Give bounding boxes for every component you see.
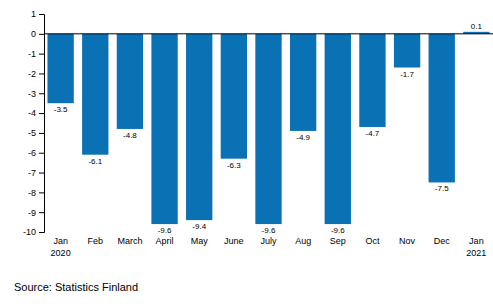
y-tick-label: 0 — [31, 29, 36, 39]
y-tick-label: -8 — [28, 188, 36, 198]
chart: -10-9-8-7-6-5-4-3-2-101Jan2020FebMarchAp… — [0, 0, 493, 304]
x-tick-label: Nov — [399, 236, 416, 246]
x-tick: Oct — [365, 232, 380, 246]
x-tick-label: Aug — [295, 236, 311, 246]
y-tick: -1 — [28, 49, 44, 59]
y-tick-label: -4 — [28, 108, 36, 118]
x-tick: Dec — [434, 232, 451, 246]
data-label: -6.1 — [88, 157, 102, 166]
bars — [47, 32, 489, 224]
data-label: -9.6 — [262, 226, 276, 235]
x-tick-label: Jan2021 — [466, 236, 486, 258]
data-labels: -3.5 -6.1 -4.8 -9.6 -9.4 -6.3 -9.6 -4.9 -9.6 -4.7… — [54, 22, 483, 235]
bar — [151, 34, 177, 224]
bar — [117, 34, 143, 129]
y-tick-mark — [39, 153, 44, 154]
y-tick: -9 — [28, 208, 44, 218]
y-tick: -5 — [28, 128, 44, 138]
data-label: -1.7 — [400, 70, 414, 79]
x-tick: Jan2020 — [51, 232, 71, 258]
y-tick-mark — [39, 192, 44, 193]
y-axis: -10-9-8-7-6-5-4-3-2-101 — [23, 9, 45, 237]
data-label: 0.1 — [471, 22, 483, 31]
y-tick: -2 — [28, 69, 44, 79]
x-tick-label: March — [117, 236, 142, 246]
y-axis-line — [39, 15, 45, 233]
zero-line — [44, 33, 493, 34]
y-tick-label: -3 — [28, 89, 36, 99]
x-tick: March — [117, 232, 142, 246]
bar — [394, 34, 420, 68]
y-tick-label: -9 — [28, 208, 36, 218]
bar — [221, 34, 247, 159]
y-tick-mark — [39, 232, 44, 233]
y-tick-label: -7 — [28, 168, 36, 178]
x-tick-label: Dec — [434, 236, 451, 246]
y-tick-label: -1 — [28, 49, 36, 59]
y-tick-label: -5 — [28, 128, 36, 138]
bar — [325, 34, 351, 224]
y-tick: -10 — [23, 227, 44, 237]
x-tick: Nov — [399, 232, 416, 246]
x-tick-label: May — [191, 236, 209, 246]
x-tick-label: June — [224, 236, 244, 246]
x-axis: Jan2020 Feb March April May June July Aug Sep Oct… — [51, 232, 487, 258]
y-tick: -7 — [28, 168, 44, 178]
bar — [255, 34, 281, 224]
bar — [290, 34, 316, 131]
data-label: -4.7 — [366, 129, 380, 138]
x-tick-label: April — [156, 236, 174, 246]
x-tick-label: Sep — [330, 236, 346, 246]
x-tick-label: Feb — [88, 236, 104, 246]
x-tick: May — [191, 232, 209, 246]
x-tick: Jan2021 — [466, 232, 486, 258]
x-tick: Aug — [295, 232, 311, 246]
bar — [82, 34, 108, 155]
x-tick: Feb — [88, 232, 104, 246]
y-tick-label: -10 — [23, 227, 36, 237]
data-label: -4.9 — [296, 133, 310, 142]
bar — [429, 34, 455, 183]
x-tick-label: Jan2020 — [51, 236, 71, 258]
data-label: -9.6 — [331, 226, 345, 235]
data-label: -9.6 — [158, 226, 172, 235]
y-tick-label: 1 — [31, 9, 36, 19]
data-label: -4.8 — [123, 131, 137, 140]
y-tick-mark — [39, 73, 44, 74]
y-tick-mark — [39, 14, 44, 15]
data-label: -7.5 — [435, 184, 449, 193]
y-tick-mark — [39, 93, 44, 94]
data-label: -3.5 — [54, 105, 68, 114]
y-tick-mark — [39, 133, 44, 134]
source: Source: Statistics Finland — [14, 281, 138, 293]
y-tick: -8 — [28, 188, 44, 198]
bar — [186, 34, 212, 220]
bar — [359, 34, 385, 127]
x-tick-label: July — [260, 236, 277, 246]
y-tick-mark — [39, 34, 44, 35]
y-tick-mark — [39, 212, 44, 213]
x-tick-label: Oct — [365, 236, 380, 246]
y-tick: -6 — [28, 148, 44, 158]
y-tick-mark — [39, 173, 44, 174]
data-label: -6.3 — [227, 161, 241, 170]
y-tick-label: -2 — [28, 69, 36, 79]
bar — [47, 34, 73, 103]
x-tick: June — [224, 232, 244, 246]
y-tick-mark — [39, 113, 44, 114]
y-tick: -4 — [28, 108, 44, 118]
y-tick-mark — [39, 54, 44, 55]
y-tick-label: -6 — [28, 148, 36, 158]
y-tick: -3 — [28, 89, 44, 99]
y-tick: 0 — [31, 29, 44, 39]
y-tick: 1 — [31, 9, 44, 19]
data-label: -9.4 — [192, 222, 206, 231]
